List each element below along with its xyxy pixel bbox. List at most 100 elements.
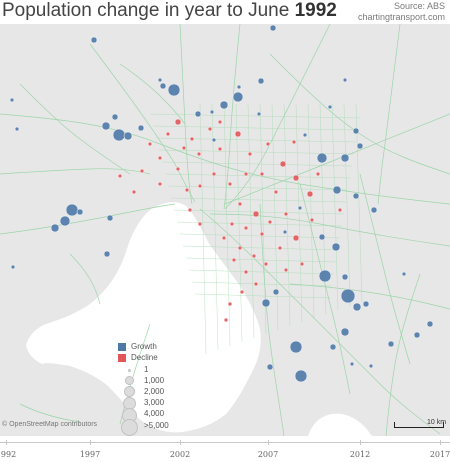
growth-circle[interactable]: [352, 302, 362, 312]
growth-circle[interactable]: [327, 104, 333, 110]
decline-circle[interactable]: [259, 231, 265, 237]
growth-circle[interactable]: [282, 229, 288, 235]
timeline-year-label[interactable]: 1997: [79, 450, 101, 459]
timeline-year-label[interactable]: 2017: [429, 450, 450, 459]
growth-circle[interactable]: [352, 192, 360, 200]
decline-circle[interactable]: [243, 171, 249, 177]
growth-circle[interactable]: [219, 100, 229, 110]
growth-circle[interactable]: [362, 300, 370, 308]
decline-circle[interactable]: [273, 189, 279, 195]
growth-circle[interactable]: [316, 152, 328, 164]
growth-circle[interactable]: [342, 77, 348, 83]
decline-circle[interactable]: [309, 217, 315, 223]
population-change-map[interactable]: [0, 24, 450, 436]
decline-circle[interactable]: [299, 261, 305, 267]
growth-circle[interactable]: [106, 214, 114, 222]
growth-circle[interactable]: [401, 271, 407, 277]
decline-circle[interactable]: [253, 281, 259, 287]
growth-circle[interactable]: [103, 250, 111, 258]
timeline-tick[interactable]: [90, 440, 91, 445]
timeline-year-label[interactable]: 2002: [169, 450, 191, 459]
growth-circle[interactable]: [137, 124, 145, 132]
decline-circle[interactable]: [292, 174, 300, 182]
decline-circle[interactable]: [211, 171, 217, 177]
decline-circle[interactable]: [117, 173, 123, 179]
growth-circle[interactable]: [90, 36, 98, 44]
growth-circle[interactable]: [50, 223, 60, 233]
growth-circle[interactable]: [112, 128, 126, 142]
decline-circle[interactable]: [292, 234, 300, 242]
decline-circle[interactable]: [283, 267, 289, 273]
decline-circle[interactable]: [227, 181, 233, 187]
growth-circle[interactable]: [261, 298, 271, 308]
decline-circle[interactable]: [157, 155, 163, 161]
growth-circle[interactable]: [289, 340, 303, 354]
decline-circle[interactable]: [231, 257, 237, 263]
growth-circle[interactable]: [318, 233, 326, 241]
growth-circle[interactable]: [297, 205, 303, 211]
decline-circle[interactable]: [197, 183, 203, 189]
decline-circle[interactable]: [217, 146, 223, 152]
growth-circle[interactable]: [159, 82, 167, 90]
growth-circle[interactable]: [370, 206, 378, 214]
map-attribution[interactable]: © OpenStreetMap contributors: [2, 421, 98, 428]
decline-circle[interactable]: [265, 141, 271, 147]
growth-circle[interactable]: [302, 132, 308, 138]
decline-circle[interactable]: [175, 166, 181, 172]
decline-circle[interactable]: [217, 119, 223, 125]
growth-circle[interactable]: [123, 131, 133, 141]
timeline-tick[interactable]: [180, 440, 181, 445]
growth-circle[interactable]: [209, 109, 215, 115]
decline-circle[interactable]: [229, 221, 235, 227]
timeline-tick[interactable]: [6, 440, 7, 445]
growth-circle[interactable]: [167, 83, 181, 97]
decline-circle[interactable]: [279, 160, 287, 168]
growth-circle[interactable]: [356, 142, 364, 150]
timeline-year-label[interactable]: 2012: [349, 450, 371, 459]
decline-circle[interactable]: [239, 289, 245, 295]
decline-circle[interactable]: [196, 151, 202, 157]
decline-circle[interactable]: [174, 118, 182, 126]
decline-circle[interactable]: [227, 301, 233, 307]
growth-circle[interactable]: [294, 369, 308, 383]
growth-circle[interactable]: [341, 273, 349, 281]
timeline-year-label[interactable]: 1992: [0, 450, 17, 459]
growth-circle[interactable]: [101, 121, 111, 131]
growth-circle[interactable]: [194, 110, 202, 118]
decline-circle[interactable]: [306, 190, 314, 198]
growth-circle[interactable]: [331, 242, 341, 252]
growth-circle[interactable]: [256, 111, 262, 117]
decline-circle[interactable]: [247, 151, 253, 157]
growth-circle[interactable]: [340, 288, 356, 304]
timeline-tick[interactable]: [440, 440, 441, 445]
growth-circle[interactable]: [340, 153, 350, 163]
decline-circle[interactable]: [165, 131, 171, 137]
decline-circle[interactable]: [283, 211, 289, 217]
decline-circle[interactable]: [131, 189, 137, 195]
growth-circle[interactable]: [413, 331, 421, 339]
growth-circle[interactable]: [272, 288, 280, 296]
growth-circle[interactable]: [426, 320, 434, 328]
decline-circle[interactable]: [315, 171, 321, 177]
decline-circle[interactable]: [243, 269, 249, 275]
growth-circle[interactable]: [232, 91, 244, 103]
growth-circle[interactable]: [349, 361, 355, 367]
decline-circle[interactable]: [259, 171, 265, 177]
growth-circle[interactable]: [329, 343, 337, 351]
year-timeline[interactable]: 1992 1997 2002 2007 2012 2017: [0, 436, 450, 462]
decline-circle[interactable]: [251, 253, 257, 259]
growth-circle[interactable]: [65, 203, 79, 217]
decline-circle[interactable]: [234, 130, 242, 138]
growth-circle[interactable]: [269, 24, 277, 32]
growth-circle[interactable]: [9, 97, 15, 103]
decline-circle[interactable]: [184, 187, 190, 193]
growth-circle[interactable]: [59, 215, 71, 227]
growth-circle[interactable]: [14, 126, 20, 132]
decline-circle[interactable]: [157, 181, 163, 187]
decline-circle[interactable]: [181, 145, 187, 151]
decline-circle[interactable]: [243, 225, 249, 231]
growth-circle[interactable]: [332, 185, 342, 195]
decline-circle[interactable]: [207, 126, 213, 132]
decline-circle[interactable]: [237, 201, 243, 207]
decline-circle[interactable]: [337, 207, 343, 213]
